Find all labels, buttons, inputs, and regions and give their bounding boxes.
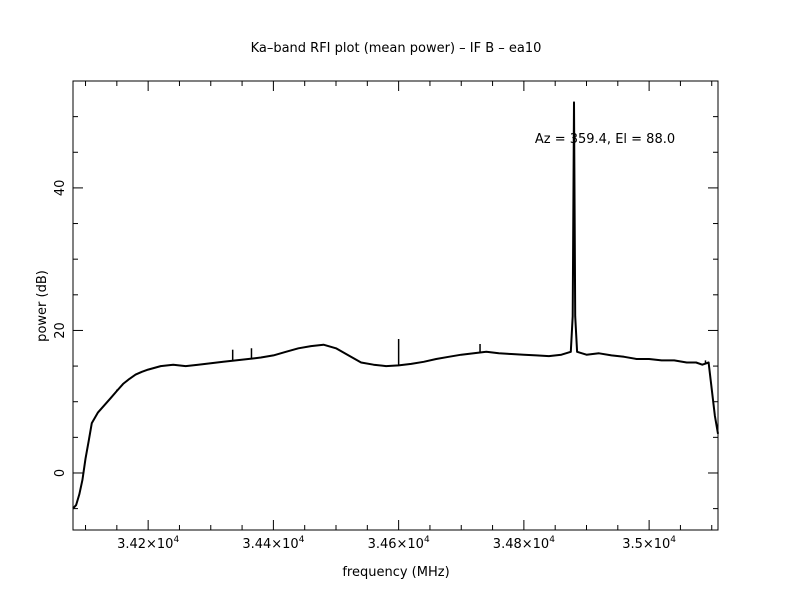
y-tick-label: 0: [53, 469, 68, 477]
axis-ticks: [73, 80, 718, 530]
series-layer: [72, 101, 719, 510]
chart-title: Ka–band RFI plot (mean power) – IF B – e…: [251, 41, 542, 56]
x-tick-label: 3.44×104: [242, 535, 304, 552]
x-tick-label: 3.48×104: [493, 535, 555, 552]
x-tick-label: 3.46×104: [368, 535, 430, 552]
power-series-line: [72, 101, 719, 510]
y-axis-label: power (dB): [35, 270, 50, 342]
x-tick-label: 3.42×104: [117, 535, 179, 552]
y-tick-label: 20: [53, 322, 68, 339]
axis-tick-labels: 3.42×104 3.44×104 3.46×104 3.48×104 3.5×104 0…: [53, 180, 676, 552]
y-tick-label: 40: [53, 180, 68, 197]
x-axis-label: frequency (MHz): [342, 565, 449, 580]
x-tick-label: 3.5×104: [622, 535, 676, 552]
pointing-annotation: Az = 359.4, El = 88.0: [535, 132, 675, 147]
plot-frame: [72, 80, 719, 531]
